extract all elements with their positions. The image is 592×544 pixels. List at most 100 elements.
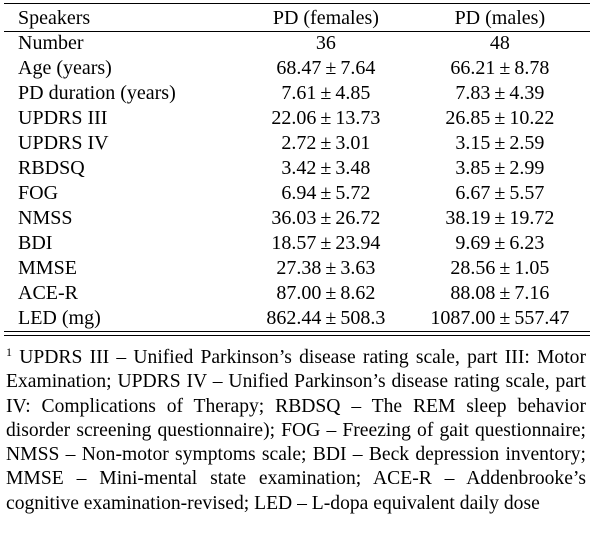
mean-male: 88.08 bbox=[450, 282, 496, 304]
plus-minus-symbol: ± bbox=[499, 282, 511, 304]
plus-minus-symbol: ± bbox=[320, 232, 332, 254]
top-rule bbox=[4, 3, 590, 4]
sd-male: 1.05 bbox=[514, 257, 550, 279]
sd-female: 13.73 bbox=[335, 107, 381, 129]
sd-female: 3.48 bbox=[335, 157, 371, 179]
sd-male: 8.78 bbox=[514, 57, 550, 79]
plus-minus-symbol: ± bbox=[325, 307, 337, 329]
table-row: LED (mg) 862.44 ±508.3 1087.00 ±557.47 bbox=[4, 306, 590, 331]
cell-male: 88.08 ±7.16 bbox=[410, 281, 590, 306]
cell-female: 3.42 ±3.48 bbox=[242, 156, 410, 181]
mean-female: 22.06 bbox=[271, 107, 317, 129]
cell-female: 862.44 ±508.3 bbox=[242, 306, 410, 331]
plus-minus-symbol: ± bbox=[499, 57, 511, 79]
cell-male: 9.69 ±6.23 bbox=[410, 231, 590, 256]
mean-male: 3.15 bbox=[455, 132, 491, 154]
table-row: FOG 6.94 ±5.72 6.67 ±5.57 bbox=[4, 181, 590, 206]
cell-female: 36 bbox=[242, 31, 410, 56]
cell-female: 87.00 ±8.62 bbox=[242, 281, 410, 306]
plus-minus-symbol: ± bbox=[499, 307, 511, 329]
table-header-row: Speakers PD (females) PD (males) bbox=[4, 6, 590, 31]
header-rule bbox=[4, 31, 590, 32]
cell-male: 28.56 ±1.05 bbox=[410, 256, 590, 281]
table-row: ACE-R 87.00 ±8.62 88.08 ±7.16 bbox=[4, 281, 590, 306]
plus-minus-symbol: ± bbox=[320, 207, 332, 229]
mean-male: 7.83 bbox=[455, 82, 491, 104]
plus-minus-symbol: ± bbox=[494, 107, 506, 129]
sd-female: 23.94 bbox=[335, 232, 381, 254]
cell-male: 1087.00 ±557.47 bbox=[410, 306, 590, 331]
row-label: Age (years) bbox=[18, 57, 112, 79]
row-label: UPDRS III bbox=[18, 107, 108, 129]
mean-female: 862.44 bbox=[266, 307, 322, 329]
plus-minus-symbol: ± bbox=[320, 132, 332, 154]
table-row: PD duration (years) 7.61 ±4.85 7.83 ±4.39 bbox=[4, 81, 590, 106]
mean-male: 3.85 bbox=[455, 157, 491, 179]
cell-male: 38.19 ±19.72 bbox=[410, 206, 590, 231]
footnote: 1 UPDRS III – Unified Parkinson’s diseas… bbox=[6, 346, 586, 516]
mean-female: 27.38 bbox=[276, 257, 322, 279]
mean-female: 87.00 bbox=[276, 282, 322, 304]
plus-minus-symbol: ± bbox=[499, 257, 511, 279]
col-header-pd-males: PD (males) bbox=[454, 7, 546, 29]
cell-female: 36.03 ±26.72 bbox=[242, 206, 410, 231]
col-header-speakers: Speakers bbox=[18, 7, 91, 29]
plus-minus-symbol: ± bbox=[320, 107, 332, 129]
table-row: Number 36 48 bbox=[4, 31, 590, 56]
sd-female: 26.72 bbox=[335, 207, 381, 229]
sd-female: 8.62 bbox=[340, 282, 376, 304]
col-header-pd-females: PD (females) bbox=[272, 7, 379, 29]
plus-minus-symbol: ± bbox=[494, 207, 506, 229]
mean-male: 6.67 bbox=[455, 182, 491, 204]
cell-female: 68.47 ±7.64 bbox=[242, 56, 410, 81]
plus-minus-symbol: ± bbox=[320, 157, 332, 179]
table-row: UPDRS III 22.06 ±13.73 26.85 ±10.22 bbox=[4, 106, 590, 131]
cell-female: 2.72 ±3.01 bbox=[242, 131, 410, 156]
table-row: MMSE 27.38 ±3.63 28.56 ±1.05 bbox=[4, 256, 590, 281]
bottom-rule-2 bbox=[4, 335, 590, 336]
cell-female: 27.38 ±3.63 bbox=[242, 256, 410, 281]
cell-male: 6.67 ±5.57 bbox=[410, 181, 590, 206]
bottom-rule-1 bbox=[4, 331, 590, 332]
table-row: Age (years) 68.47 ±7.64 66.21 ±8.78 bbox=[4, 56, 590, 81]
row-label: ACE-R bbox=[18, 282, 78, 304]
sd-male: 2.59 bbox=[509, 132, 545, 154]
row-label: MMSE bbox=[18, 257, 77, 279]
value-male: 48 bbox=[489, 32, 510, 54]
plus-minus-symbol: ± bbox=[494, 182, 506, 204]
plus-minus-symbol: ± bbox=[325, 282, 337, 304]
mean-female: 2.72 bbox=[281, 132, 317, 154]
plus-minus-symbol: ± bbox=[320, 182, 332, 204]
mean-male: 1087.00 bbox=[430, 307, 496, 329]
sd-male: 6.23 bbox=[509, 232, 545, 254]
plus-minus-symbol: ± bbox=[325, 57, 337, 79]
sd-male: 19.72 bbox=[509, 207, 555, 229]
mean-male: 38.19 bbox=[445, 207, 491, 229]
sd-female: 7.64 bbox=[340, 57, 376, 79]
plus-minus-symbol: ± bbox=[494, 232, 506, 254]
sd-male: 4.39 bbox=[509, 82, 545, 104]
row-label: Number bbox=[18, 32, 84, 54]
cell-female: 6.94 ±5.72 bbox=[242, 181, 410, 206]
sd-male: 5.57 bbox=[509, 182, 545, 204]
plus-minus-symbol: ± bbox=[494, 157, 506, 179]
sd-female: 3.63 bbox=[340, 257, 376, 279]
cell-male: 3.15 ±2.59 bbox=[410, 131, 590, 156]
cell-male: 7.83 ±4.39 bbox=[410, 81, 590, 106]
speakers-table: Speakers PD (females) PD (males) Number 3… bbox=[4, 6, 590, 331]
sd-female: 508.3 bbox=[340, 307, 386, 329]
row-label: BDI bbox=[18, 232, 53, 254]
mean-female: 3.42 bbox=[281, 157, 317, 179]
row-label: RBDSQ bbox=[18, 157, 85, 179]
mean-female: 18.57 bbox=[271, 232, 317, 254]
sd-female: 3.01 bbox=[335, 132, 371, 154]
value-female: 36 bbox=[315, 32, 336, 54]
cell-female: 18.57 ±23.94 bbox=[242, 231, 410, 256]
mean-female: 6.94 bbox=[281, 182, 317, 204]
mean-male: 26.85 bbox=[445, 107, 491, 129]
table-row: NMSS 36.03 ±26.72 38.19 ±19.72 bbox=[4, 206, 590, 231]
sd-male: 557.47 bbox=[514, 307, 570, 329]
mean-male: 9.69 bbox=[455, 232, 491, 254]
row-label: UPDRS IV bbox=[18, 132, 109, 154]
